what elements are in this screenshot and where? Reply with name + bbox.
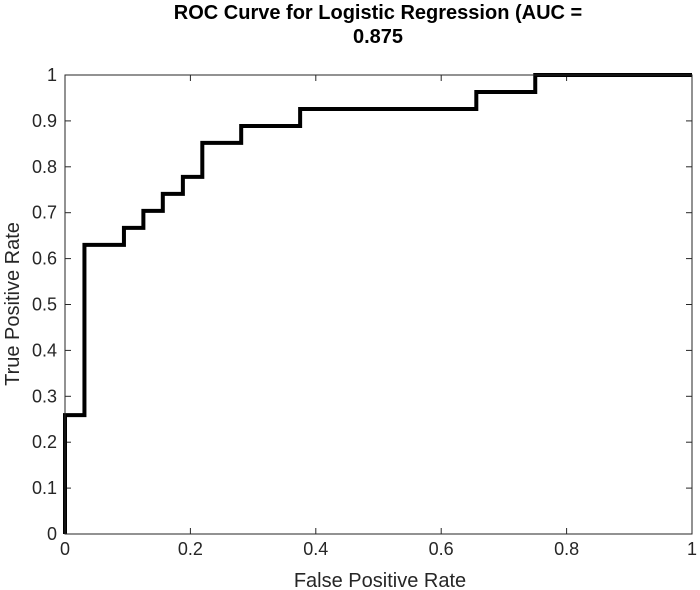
x-tick-label: 0.2 <box>178 539 203 559</box>
y-tick-label: 0.1 <box>32 478 57 498</box>
y-tick-label: 0.8 <box>32 157 57 177</box>
x-axis-ticks: 0 0.2 0.4 0.6 0.8 1 <box>60 75 697 559</box>
x-axis-label: False Positive Rate <box>294 570 466 590</box>
y-tick-label: 0.9 <box>32 111 57 131</box>
x-tick-label: 0 <box>60 539 70 559</box>
y-axis-label: True Positive Rate <box>2 222 24 386</box>
y-tick-label: 0.2 <box>32 432 57 452</box>
x-tick-label: 1 <box>687 539 697 559</box>
y-tick-label: 0.3 <box>32 386 57 406</box>
y-tick-label: 1 <box>47 65 57 85</box>
plot-frame <box>64 74 693 535</box>
y-tick-label: 0.5 <box>32 295 57 315</box>
y-axis-ticks: 0 0.1 0.2 0.3 0.4 0.5 0.6 0.7 0.8 0.9 1 <box>32 65 692 544</box>
y-tick-label: 0 <box>47 524 57 544</box>
x-tick-label: 0.6 <box>429 539 454 559</box>
chart-title-line-1: ROC Curve for Logistic Regression (AUC = <box>174 2 582 24</box>
x-tick-label: 0.8 <box>554 539 579 559</box>
y-tick-label: 0.7 <box>32 203 57 223</box>
y-tick-label: 0.4 <box>32 340 57 360</box>
chart-title-line-2: 0.875 <box>353 26 403 48</box>
series-layer <box>63 73 692 534</box>
x-tick-label: 0.4 <box>303 539 328 559</box>
roc-curve-line <box>63 73 692 534</box>
y-tick-label: 0.6 <box>32 249 57 269</box>
